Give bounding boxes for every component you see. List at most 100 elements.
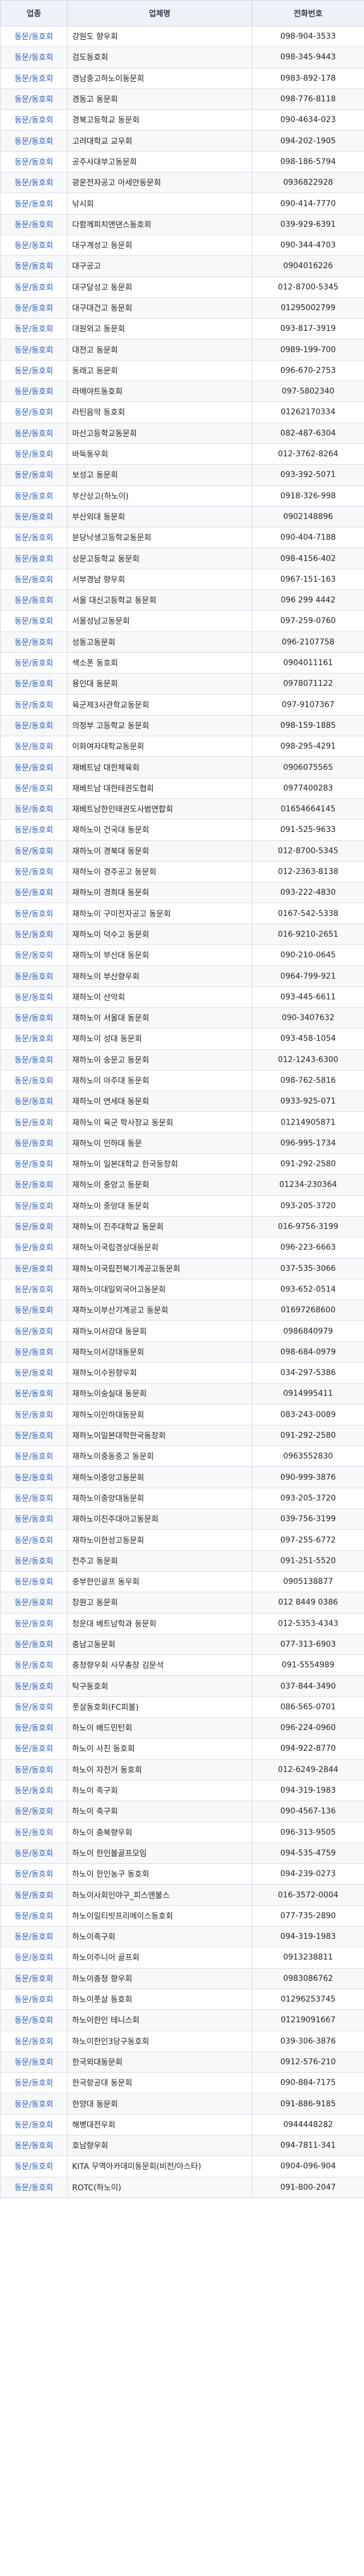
category-cell[interactable]: 동문/동호회 — [0, 213, 68, 235]
category-cell[interactable]: 동문/동호회 — [0, 1863, 68, 1885]
category-cell[interactable]: 동문/동호회 — [0, 1550, 68, 1572]
category-cell[interactable]: 동문/동호회 — [0, 1884, 68, 1906]
category-cell[interactable]: 동문/동호회 — [0, 2176, 68, 2198]
category-cell[interactable]: 동문/동호회 — [0, 339, 68, 361]
category-cell[interactable]: 동문/동호회 — [0, 109, 68, 131]
category-cell[interactable]: 동문/동호회 — [0, 1801, 68, 1822]
category-cell[interactable]: 동문/동호회 — [0, 464, 68, 486]
category-cell[interactable]: 동문/동호회 — [0, 819, 68, 841]
category-cell[interactable]: 동문/동호회 — [0, 506, 68, 528]
category-cell[interactable]: 동문/동호회 — [0, 1508, 68, 1530]
category-cell[interactable]: 동문/동호회 — [0, 1215, 68, 1238]
category-cell[interactable]: 동문/동호회 — [0, 527, 68, 549]
category-cell[interactable]: 동문/동호회 — [0, 736, 68, 758]
category-cell[interactable]: 동문/동호회 — [0, 1028, 68, 1050]
category-cell[interactable]: 동문/동호회 — [0, 422, 68, 444]
category-cell[interactable]: 동문/동호회 — [0, 1821, 68, 1843]
category-cell[interactable]: 동문/동호회 — [0, 2030, 68, 2052]
category-cell[interactable]: 동문/동호회 — [0, 1779, 68, 1802]
category-cell[interactable]: 동문/동호회 — [0, 923, 68, 946]
category-cell[interactable]: 동문/동호회 — [0, 673, 68, 695]
category-cell[interactable]: 동문/동호회 — [0, 798, 68, 820]
category-cell[interactable]: 동문/동호회 — [0, 1049, 68, 1070]
category-cell[interactable]: 동문/동호회 — [0, 777, 68, 799]
category-cell[interactable]: 동문/동호회 — [0, 318, 68, 340]
category-cell[interactable]: 동문/동호회 — [0, 1257, 68, 1279]
category-cell[interactable]: 동문/동호회 — [0, 130, 68, 152]
category-cell[interactable]: 동문/동호회 — [0, 1738, 68, 1760]
category-cell[interactable]: 동문/동호회 — [0, 903, 68, 924]
category-cell[interactable]: 동문/동호회 — [0, 381, 68, 403]
category-cell[interactable]: 동문/동호회 — [0, 1612, 68, 1634]
category-cell[interactable]: 동문/동호회 — [0, 1320, 68, 1342]
category-cell[interactable]: 동문/동호회 — [0, 756, 68, 778]
category-cell[interactable]: 동문/동호회 — [0, 67, 68, 89]
category-cell[interactable]: 동문/동호회 — [0, 1278, 68, 1301]
category-cell[interactable]: 동문/동호회 — [0, 1926, 68, 1948]
category-cell[interactable]: 동문/동호회 — [0, 1654, 68, 1676]
category-cell[interactable]: 동문/동호회 — [0, 193, 68, 214]
category-cell[interactable]: 동문/동호회 — [0, 443, 68, 465]
category-cell[interactable]: 동문/동호회 — [0, 1195, 68, 1217]
category-cell[interactable]: 동문/동호회 — [0, 568, 68, 591]
category-cell[interactable]: 동문/동호회 — [0, 1592, 68, 1614]
category-cell[interactable]: 동문/동호회 — [0, 359, 68, 382]
category-cell[interactable]: 동문/동호회 — [0, 882, 68, 904]
category-cell[interactable]: 동문/동호회 — [0, 1675, 68, 1697]
category-cell[interactable]: 동문/동호회 — [0, 2093, 68, 2115]
category-cell[interactable]: 동문/동호회 — [0, 1174, 68, 1196]
category-cell[interactable]: 동문/동호회 — [0, 1069, 68, 1092]
category-cell[interactable]: 동문/동호회 — [0, 1237, 68, 1259]
category-cell[interactable]: 동문/동호회 — [0, 1362, 68, 1384]
category-cell[interactable]: 동문/동호회 — [0, 1007, 68, 1029]
category-cell[interactable]: 동문/동호회 — [0, 172, 68, 194]
category-cell[interactable]: 동문/동호회 — [0, 631, 68, 653]
category-cell[interactable]: 동문/동호회 — [0, 1153, 68, 1175]
category-cell[interactable]: 동문/동호회 — [0, 485, 68, 507]
category-cell[interactable]: 동문/동호회 — [0, 88, 68, 110]
category-cell[interactable]: 동문/동호회 — [0, 2051, 68, 2073]
category-cell[interactable]: 동문/동호회 — [0, 986, 68, 1008]
category-cell[interactable]: 동문/동호회 — [0, 1717, 68, 1739]
category-cell[interactable]: 동문/동호회 — [0, 1759, 68, 1780]
category-cell[interactable]: 동문/동호회 — [0, 1341, 68, 1363]
category-cell[interactable]: 동문/동호회 — [0, 1905, 68, 1927]
category-cell[interactable]: 동문/동호회 — [0, 151, 68, 173]
category-cell[interactable]: 동문/동호회 — [0, 1633, 68, 1656]
category-cell[interactable]: 동문/동호회 — [0, 255, 68, 277]
category-cell[interactable]: 동문/동호회 — [0, 610, 68, 632]
category-cell[interactable]: 동문/동호회 — [0, 861, 68, 883]
category-cell[interactable]: 동문/동호회 — [0, 1111, 68, 1133]
category-cell[interactable]: 동문/동호회 — [0, 1988, 68, 2011]
category-cell[interactable]: 동문/동호회 — [0, 840, 68, 862]
category-cell[interactable]: 동문/동호회 — [0, 1132, 68, 1154]
category-cell[interactable]: 동문/동호회 — [0, 965, 68, 987]
category-cell[interactable]: 동문/동호회 — [0, 1570, 68, 1593]
category-cell[interactable]: 동문/동호회 — [0, 1404, 68, 1425]
category-cell[interactable]: 동문/동호회 — [0, 1383, 68, 1405]
category-cell[interactable]: 동문/동호회 — [0, 1299, 68, 1321]
category-cell[interactable]: 동문/동호회 — [0, 1091, 68, 1112]
category-cell[interactable]: 동문/동호회 — [0, 2156, 68, 2177]
category-cell[interactable]: 동문/동호회 — [0, 1446, 68, 1467]
category-cell[interactable]: 동문/동호회 — [0, 694, 68, 716]
category-cell[interactable]: 동문/동호회 — [0, 2114, 68, 2135]
category-cell[interactable]: 동문/동호회 — [0, 234, 68, 256]
category-cell[interactable]: 동문/동호회 — [0, 1424, 68, 1447]
category-cell[interactable]: 동문/동호회 — [0, 1967, 68, 1989]
category-cell[interactable]: 동문/동호회 — [0, 652, 68, 674]
category-cell[interactable]: 동문/동호회 — [0, 714, 68, 737]
category-cell[interactable]: 동문/동호회 — [0, 25, 68, 48]
category-cell[interactable]: 동문/동호회 — [0, 401, 68, 423]
category-cell[interactable]: 동문/동호회 — [0, 297, 68, 319]
category-cell[interactable]: 동문/동호회 — [0, 945, 68, 966]
category-cell[interactable]: 동문/동호회 — [0, 1947, 68, 1969]
category-cell[interactable]: 동문/동호회 — [0, 1842, 68, 1864]
category-cell[interactable]: 동문/동호회 — [0, 276, 68, 298]
category-cell[interactable]: 동문/동호회 — [0, 46, 68, 68]
category-cell[interactable]: 동문/동호회 — [0, 1529, 68, 1551]
category-cell[interactable]: 동문/동호회 — [0, 2134, 68, 2157]
category-cell[interactable]: 동문/동호회 — [0, 590, 68, 611]
category-cell[interactable]: 동문/동호회 — [0, 2072, 68, 2094]
category-cell[interactable]: 동문/동호회 — [0, 1487, 68, 1509]
